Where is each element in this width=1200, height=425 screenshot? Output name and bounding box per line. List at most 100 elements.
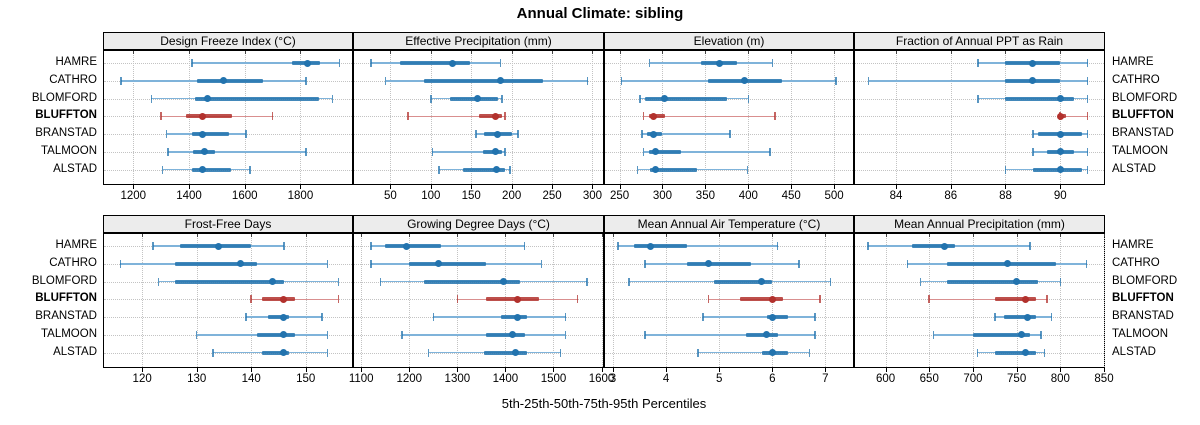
interval-5-95-whisker [433, 316, 566, 318]
axis-tick-label: 140 [241, 373, 261, 385]
station-label-branstad: BRANSTAD [1112, 310, 1174, 322]
interval-cap [427, 348, 430, 357]
interval-5-95-whisker [641, 133, 731, 135]
interval-cap [517, 130, 519, 138]
axis-tick-label: 150 [296, 373, 316, 385]
axis-tick-top [601, 234, 603, 237]
axis-tick-top [196, 234, 198, 237]
median-dot [496, 77, 504, 85]
axis-tick-bottom [666, 368, 668, 372]
station-label-alstad: ALSTAD [53, 162, 97, 175]
interval-cap [707, 295, 710, 304]
axis-tick-bottom [471, 185, 473, 189]
interval-25-75-band [479, 114, 502, 119]
interval-cap [642, 147, 645, 156]
interval-cap [321, 313, 323, 321]
axis-tick-label: 50 [383, 190, 397, 202]
interval-cap [379, 277, 382, 286]
interval-5-95-whisker [868, 80, 1088, 82]
interval-cap [819, 295, 821, 304]
interval-25-75-band [687, 261, 752, 266]
gridline-vertical [896, 51, 898, 184]
interval-25-75-band [911, 244, 956, 248]
axis-tick-top [471, 51, 473, 54]
axis-tick-bottom [361, 368, 363, 372]
axis-tick-top [244, 51, 246, 54]
station-label-cathro: CATHRO [1112, 73, 1160, 86]
station-label-cathro: CATHRO [49, 73, 97, 86]
panel-title: Mean Annual Air Temperature (°C) [637, 217, 821, 231]
panel-growing-degree-days-c- [353, 233, 604, 368]
interval-cap [648, 59, 651, 67]
axis-tick-top [251, 234, 253, 237]
station-label-hamre: HAMRE [1112, 239, 1154, 251]
gridline-vertical [592, 51, 594, 184]
median-dot [768, 313, 776, 321]
axis-tick-top [1060, 51, 1062, 54]
station-label-alstad: ALSTAD [1112, 345, 1156, 358]
axis-tick-bottom [409, 368, 411, 372]
axis-tick-label: 1600 [231, 190, 258, 202]
interval-cap [407, 112, 409, 121]
axis-tick-bottom [305, 368, 307, 372]
interval-cap [370, 59, 372, 67]
gridline-vertical [1005, 51, 1007, 184]
axis-tick-label: 650 [919, 373, 939, 385]
median-dot [494, 130, 502, 138]
axis-tick-label: 86 [944, 190, 958, 202]
panel-elevation-m- [604, 50, 854, 185]
gridline-horizontal [855, 151, 1104, 153]
axis-tick-label: 1100 [348, 373, 374, 385]
interval-25-75-band [645, 96, 727, 101]
median-dot [1013, 278, 1021, 285]
interval-cap [774, 112, 776, 121]
interval-cap [245, 130, 247, 138]
axis-tick-top [409, 234, 411, 237]
axis-tick-label: 3 [609, 373, 617, 385]
station-label-bluffton: BLUFFTON [35, 292, 97, 305]
axis-tick-label: 1200 [120, 190, 147, 202]
gridline-vertical [748, 51, 750, 184]
axis-tick-label: 300 [582, 190, 603, 202]
interval-cap [250, 295, 252, 304]
median-dot [705, 260, 713, 268]
median-dot [509, 331, 517, 339]
median-dot [474, 95, 482, 102]
panel-mean-annual-precipitation-mm- [854, 233, 1105, 368]
panel-strip: Fraction of Annual PPT as Rain [854, 32, 1105, 50]
interval-25-75-band [267, 315, 290, 319]
axis-tick-top [1016, 234, 1018, 237]
interval-25-75-band [745, 332, 778, 337]
axis-tick-label: 250 [542, 190, 562, 202]
interval-25-75-band [385, 244, 441, 248]
axis-tick-top [592, 51, 594, 54]
median-dot [1056, 130, 1064, 138]
interval-cap [1086, 94, 1089, 103]
interval-cap [1043, 348, 1046, 357]
median-dot [220, 77, 228, 85]
station-label-branstad: BRANSTAD [35, 310, 97, 322]
interval-cap [564, 313, 567, 321]
interval-cap [331, 94, 334, 103]
interval-cap [586, 76, 589, 85]
interval-cap [642, 112, 645, 121]
panel-title: Effective Precipitation (mm) [405, 34, 552, 48]
axis-tick-label: 200 [502, 190, 522, 202]
interval-cap [813, 330, 816, 339]
axis-tick-top [896, 51, 898, 54]
axis-tick-label: 450 [781, 190, 801, 202]
median-dot [741, 77, 749, 85]
median-dot [763, 331, 771, 339]
interval-cap [564, 330, 567, 339]
gridline-vertical [361, 234, 363, 367]
gridline-vertical [430, 51, 432, 184]
interval-cap [867, 76, 870, 85]
axis-tick-top [1104, 234, 1105, 237]
panel-title: Frost-Free Days [184, 217, 272, 231]
panel-title: Elevation (m) [693, 34, 765, 48]
median-dot [513, 313, 521, 321]
interval-cap [165, 130, 168, 138]
axis-tick-bottom [929, 368, 931, 372]
axis-tick-top [612, 234, 614, 237]
interval-5-95-whisker [370, 245, 525, 247]
